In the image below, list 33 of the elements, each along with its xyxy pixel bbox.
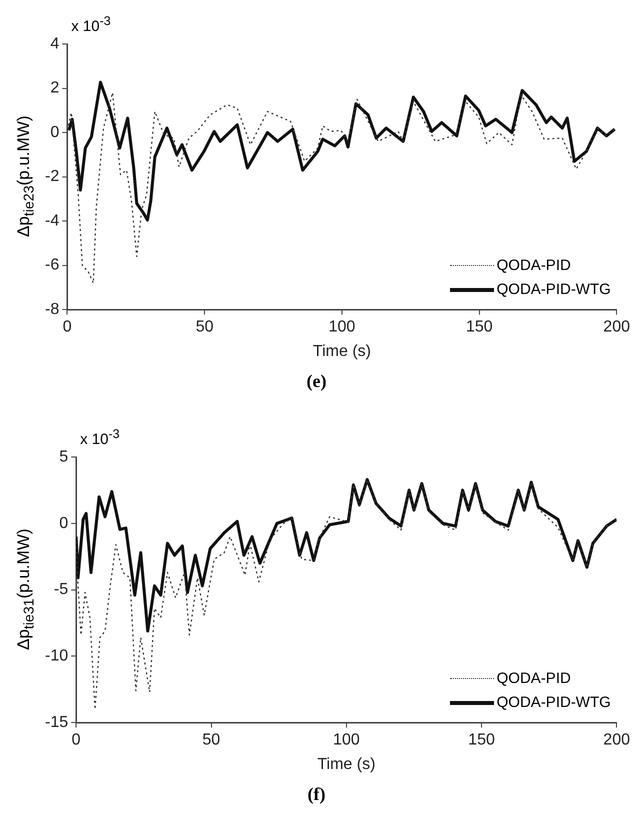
- x-tick-label: 200: [603, 318, 630, 336]
- y-tick-label: -4: [44, 212, 60, 230]
- text: (f): [306, 784, 326, 805]
- x-tick-label: 200: [603, 732, 630, 749]
- x-tick-label: 100: [328, 318, 356, 336]
- line-series: [76, 478, 617, 710]
- y-tick-label: -5: [54, 581, 68, 598]
- x-tick-label: 50: [196, 318, 214, 336]
- x-tick-label: 150: [468, 732, 495, 749]
- legend-label: QODA-PID-WTG: [496, 281, 611, 298]
- y-tick-label: -10: [45, 648, 68, 665]
- legend-label: QODA-PID: [496, 257, 571, 274]
- text: x 10$^{-3}$: [71, 14, 111, 35]
- line-series: [67, 92, 616, 284]
- text: (e): [306, 371, 328, 392]
- y-tick-label: 5: [59, 448, 68, 466]
- x-tick-label: 100: [333, 732, 360, 749]
- x-tick-label: 0: [72, 732, 81, 749]
- y-tick-label: -15: [45, 714, 68, 732]
- y-tick-label: -8: [44, 301, 60, 318]
- y-tick-label: 2: [50, 80, 60, 97]
- legend-label: QODA-PID: [496, 670, 571, 688]
- x-axis-title: Time (s): [317, 756, 376, 773]
- x-tick-label: 50: [202, 732, 220, 749]
- text: x 10$^{-3}$: [80, 427, 120, 448]
- y-tick-label: 0: [50, 124, 60, 141]
- x-axis-title: Time (s): [312, 342, 371, 360]
- y-tick-label: 4: [50, 35, 60, 52]
- legend-label: QODA-PID-WTG: [496, 694, 611, 712]
- y-tick-label: -6: [44, 256, 60, 274]
- y-tick-label: 0: [59, 514, 68, 532]
- y-tick-label: -2: [44, 168, 60, 186]
- x-tick-label: 150: [466, 318, 493, 336]
